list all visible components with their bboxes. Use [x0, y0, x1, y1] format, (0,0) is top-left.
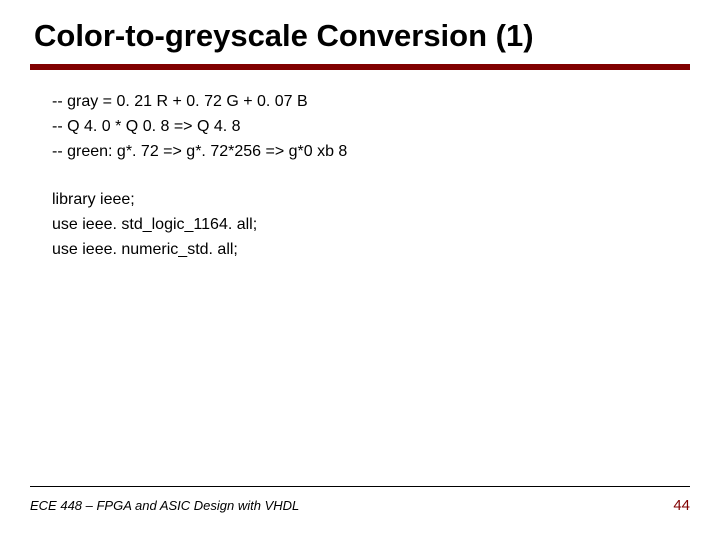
- code-line: -- Q 4. 0 * Q 0. 8 => Q 4. 8: [52, 115, 690, 140]
- page-number: 44: [673, 497, 690, 514]
- code-line: -- green: g*. 72 => g*. 72*256 => g*0 xb…: [52, 140, 690, 165]
- footer-row: ECE 448 – FPGA and ASIC Design with VHDL…: [30, 497, 690, 514]
- footer-rule: [30, 486, 690, 487]
- title-rule: [30, 64, 690, 70]
- code-line: use ieee. std_logic_1164. all;: [52, 213, 690, 238]
- slide-title: Color-to-greyscale Conversion (1): [30, 18, 690, 54]
- code-line: -- gray = 0. 21 R + 0. 72 G + 0. 07 B: [52, 90, 690, 115]
- course-label: ECE 448 – FPGA and ASIC Design with VHDL: [30, 498, 299, 513]
- slide-footer: ECE 448 – FPGA and ASIC Design with VHDL…: [30, 486, 690, 514]
- code-line: use ieee. numeric_std. all;: [52, 238, 690, 263]
- code-block: -- gray = 0. 21 R + 0. 72 G + 0. 07 B --…: [30, 90, 690, 263]
- code-gap: [52, 164, 690, 188]
- code-line: library ieee;: [52, 188, 690, 213]
- slide-container: Color-to-greyscale Conversion (1) -- gra…: [0, 0, 720, 540]
